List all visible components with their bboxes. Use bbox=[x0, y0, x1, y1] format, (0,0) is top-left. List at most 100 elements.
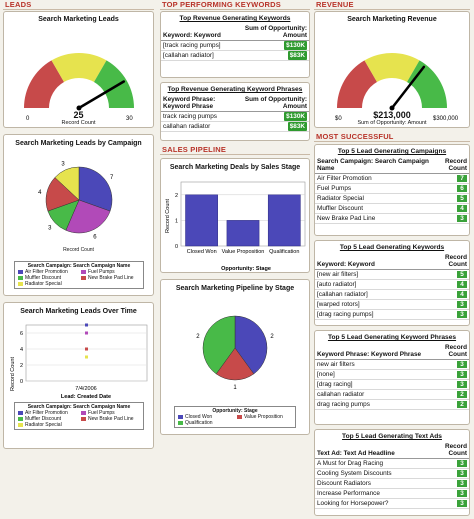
row-count-cell: 3 bbox=[429, 488, 469, 499]
pie-slice[interactable] bbox=[234, 315, 268, 375]
legend-swatch bbox=[178, 420, 183, 425]
row-count: 3 bbox=[457, 301, 467, 308]
row-name: New Brake Pad Line bbox=[315, 213, 435, 224]
row-name: A Must for Drag Racing bbox=[315, 458, 429, 469]
table-row[interactable]: Radiator Special 5 bbox=[315, 193, 469, 204]
pie-slice[interactable] bbox=[215, 347, 255, 381]
table-row[interactable]: Cooling System Discounts 3 bbox=[315, 468, 469, 479]
gauge-min-label: 0 bbox=[26, 116, 30, 122]
row-count-cell: 4 bbox=[429, 289, 469, 300]
legend-swatch bbox=[178, 414, 183, 419]
top-keywords-title[interactable]: Top Revenue Generating Keywords bbox=[179, 15, 291, 22]
top-ads-table: Text Ad: Text Ad Headline Record Count A … bbox=[315, 442, 469, 509]
row-name: Radiator Special bbox=[315, 193, 435, 204]
table-row[interactable]: drag racing pumps 2 bbox=[315, 399, 469, 410]
legend-label: Value Proposition bbox=[244, 414, 283, 420]
table-row[interactable]: Fuel Pumps 6 bbox=[315, 183, 469, 194]
deals-bar-chart: Record Count Opportunity: Stage 0 1 2 Close… bbox=[165, 181, 306, 272]
bar[interactable] bbox=[267, 194, 301, 247]
bar[interactable] bbox=[185, 194, 218, 247]
row-name: [new air filters] bbox=[315, 269, 429, 280]
top-phrases-panel: Top Revenue Generating Keyword Phrases K… bbox=[160, 82, 310, 141]
table-row[interactable]: [auto radiator] 4 bbox=[315, 279, 469, 290]
row-count-cell: 3 bbox=[435, 213, 469, 224]
pie-slice[interactable] bbox=[65, 199, 111, 234]
top-lead-phrases-title[interactable]: Top 5 Lead Generating Keyword Phrases bbox=[327, 334, 457, 341]
top-lead-phrases-table: Keyword Phrase: Keyword Phrase Record Cou… bbox=[315, 343, 469, 410]
table-row[interactable]: New Brake Pad Line 3 bbox=[315, 213, 469, 224]
scatter-point[interactable] bbox=[85, 331, 88, 335]
legend-label: Qualification bbox=[185, 420, 213, 426]
table-row[interactable]: Increase Performance 3 bbox=[315, 488, 469, 499]
table-row[interactable]: [new air filters] 5 bbox=[315, 269, 469, 280]
gauge-green-band bbox=[94, 60, 134, 108]
scatter-point[interactable] bbox=[85, 347, 88, 351]
pipeline-pie-panel: Search Marketing Pipeline by Stage 2 1 2 O… bbox=[160, 279, 310, 435]
top-ads-title[interactable]: Top 5 Lead Generating Text Ads bbox=[342, 433, 442, 440]
table-row[interactable]: new air filters 3 bbox=[315, 359, 469, 370]
col-header: Text Ad: Text Ad Headline bbox=[315, 442, 429, 459]
scatter-point[interactable] bbox=[85, 323, 88, 327]
top-phrases-title[interactable]: Top Revenue Generating Keyword Phrases bbox=[167, 86, 303, 93]
pie-slice-label: 3 bbox=[61, 161, 65, 167]
leads-over-time-legend: Search Campaign: Search Campaign Name Ai… bbox=[14, 402, 144, 430]
row-count: 3 bbox=[457, 311, 467, 318]
legend-swatch bbox=[81, 410, 86, 415]
row-count: 3 bbox=[457, 215, 467, 222]
row-count-cell: 3 bbox=[429, 498, 469, 509]
pie-slice[interactable] bbox=[202, 315, 236, 375]
pipeline-pie-chart: 2 1 2 bbox=[196, 315, 274, 391]
table-row[interactable]: [callahan radiator] $83K bbox=[161, 50, 309, 61]
row-name: [auto radiator] bbox=[315, 279, 429, 290]
row-count-cell: 5 bbox=[435, 193, 469, 204]
top-campaigns-table: Search Campaign: Search Campaign Name Rec… bbox=[315, 157, 469, 224]
top-campaigns-title[interactable]: Top 5 Lead Generating Campaigns bbox=[337, 148, 447, 155]
table-row[interactable]: Looking for Horsepower? 3 bbox=[315, 498, 469, 509]
row-name: Increase Performance bbox=[315, 488, 429, 499]
bar[interactable] bbox=[226, 220, 260, 247]
table-row[interactable]: [drag racing pumps] 3 bbox=[315, 309, 469, 320]
y-axis-label: Record Count bbox=[165, 199, 171, 233]
table-row[interactable]: [none] 3 bbox=[315, 369, 469, 380]
pie-slice[interactable] bbox=[54, 166, 80, 201]
table-row[interactable]: track racing pumps $130K bbox=[161, 111, 309, 122]
col-header: Search Campaign: Search Campaign Name bbox=[315, 157, 435, 174]
table-row[interactable]: callahan radiator 2 bbox=[315, 389, 469, 400]
table-row[interactable]: Muffler Discount 4 bbox=[315, 203, 469, 214]
legend-label: New Brake Pad Line bbox=[88, 275, 134, 281]
gauge-red-band bbox=[337, 60, 377, 108]
table-row[interactable]: [track racing pumps] $130K bbox=[161, 40, 309, 51]
table-row[interactable]: Discount Radiators 3 bbox=[315, 478, 469, 489]
legend-swatch bbox=[18, 281, 23, 286]
table-row[interactable]: Air Filter Promotion 7 bbox=[315, 173, 469, 184]
row-name: Muffler Discount bbox=[315, 203, 435, 214]
legend-label: Air Filter Promotion bbox=[25, 269, 68, 275]
table-row[interactable]: callahan radiator $83K bbox=[161, 121, 309, 132]
legend-item: Value Proposition bbox=[237, 414, 292, 420]
legend-item: Radiator Special bbox=[18, 422, 77, 428]
legend-item: Muffler Discount bbox=[18, 275, 77, 281]
table-row[interactable]: [drag racing] 3 bbox=[315, 379, 469, 390]
y-tick-label: 1 bbox=[175, 218, 178, 224]
legend-item: New Brake Pad Line bbox=[81, 416, 140, 422]
row-amount-cell: $83K bbox=[239, 50, 309, 61]
row-count-cell: 4 bbox=[429, 279, 469, 290]
revenue-gauge: $0 $300,000 bbox=[335, 53, 459, 122]
row-count: 3 bbox=[457, 470, 467, 477]
scatter-point[interactable] bbox=[85, 355, 88, 359]
table-row[interactable]: A Must for Drag Racing 3 bbox=[315, 458, 469, 469]
legend-item: Closed Won bbox=[178, 414, 233, 420]
most-successful-section-title: MOST SUCCESSFUL bbox=[314, 132, 470, 142]
row-name: [callahan radiator] bbox=[315, 289, 429, 300]
legend-swatch bbox=[18, 275, 23, 280]
table-row[interactable]: [warped rotors] 3 bbox=[315, 299, 469, 310]
legend-item: Fuel Pumps bbox=[81, 269, 140, 275]
pie-slice-label: 1 bbox=[233, 385, 237, 391]
pie-slice[interactable] bbox=[78, 166, 113, 212]
table-row[interactable]: [callahan radiator] 4 bbox=[315, 289, 469, 300]
leads-over-time-chart: Record Count 7/4/2006 Lead: Created Date… bbox=[10, 323, 148, 400]
y-tick-label: 4 bbox=[20, 347, 23, 353]
top-lead-keywords-title[interactable]: Top 5 Lead Generating Keywords bbox=[339, 244, 445, 251]
gauge-green-band bbox=[407, 60, 447, 108]
col-header: Record Count bbox=[435, 157, 469, 174]
